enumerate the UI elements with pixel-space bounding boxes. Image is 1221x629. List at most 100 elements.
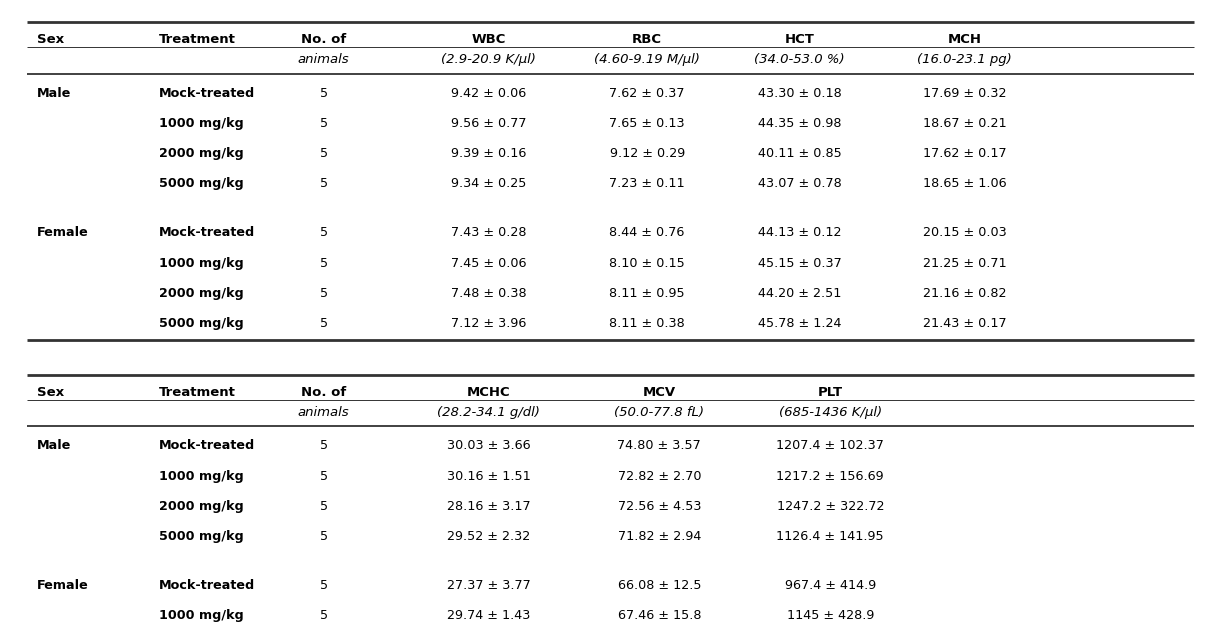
- Text: 44.35 ± 0.98: 44.35 ± 0.98: [758, 117, 841, 130]
- Text: 21.43 ± 0.17: 21.43 ± 0.17: [923, 317, 1006, 330]
- Text: Mock-treated: Mock-treated: [159, 579, 255, 592]
- Text: 21.25 ± 0.71: 21.25 ± 0.71: [923, 257, 1006, 270]
- Text: 74.80 ± 3.57: 74.80 ± 3.57: [618, 439, 701, 452]
- Text: 5: 5: [320, 87, 327, 100]
- Text: 7.65 ± 0.13: 7.65 ± 0.13: [609, 117, 685, 130]
- Text: (4.60-9.19 M/μl): (4.60-9.19 M/μl): [595, 53, 700, 66]
- Text: 5: 5: [320, 469, 327, 482]
- Text: Treatment: Treatment: [159, 386, 236, 399]
- Text: 1000 mg/kg: 1000 mg/kg: [159, 609, 243, 622]
- Text: 67.46 ± 15.8: 67.46 ± 15.8: [618, 609, 701, 622]
- Text: 17.69 ± 0.32: 17.69 ± 0.32: [923, 87, 1006, 100]
- Text: animals: animals: [298, 406, 349, 419]
- Text: (28.2-34.1 g/dl): (28.2-34.1 g/dl): [437, 406, 540, 419]
- Text: animals: animals: [298, 53, 349, 66]
- Text: Sex: Sex: [37, 386, 63, 399]
- Text: Mock-treated: Mock-treated: [159, 439, 255, 452]
- Text: 2000 mg/kg: 2000 mg/kg: [159, 499, 243, 513]
- Text: 8.10 ± 0.15: 8.10 ± 0.15: [609, 257, 685, 270]
- Text: 5: 5: [320, 579, 327, 592]
- Text: 40.11 ± 0.85: 40.11 ± 0.85: [758, 147, 841, 160]
- Text: WBC: WBC: [471, 33, 505, 46]
- Text: 7.45 ± 0.06: 7.45 ± 0.06: [451, 257, 526, 270]
- Text: 5: 5: [320, 117, 327, 130]
- Text: 5: 5: [320, 226, 327, 240]
- Text: 5: 5: [320, 177, 327, 191]
- Text: 5000 mg/kg: 5000 mg/kg: [159, 530, 243, 543]
- Text: 5: 5: [320, 317, 327, 330]
- Text: Mock-treated: Mock-treated: [159, 87, 255, 100]
- Text: 9.34 ± 0.25: 9.34 ± 0.25: [451, 177, 526, 191]
- Text: 2000 mg/kg: 2000 mg/kg: [159, 287, 243, 300]
- Text: 1000 mg/kg: 1000 mg/kg: [159, 257, 243, 270]
- Text: (34.0-53.0 %): (34.0-53.0 %): [755, 53, 845, 66]
- Text: (2.9-20.9 K/μl): (2.9-20.9 K/μl): [441, 53, 536, 66]
- Text: (685-1436 K/μl): (685-1436 K/μl): [779, 406, 882, 419]
- Text: 5: 5: [320, 609, 327, 622]
- Text: Male: Male: [37, 439, 71, 452]
- Text: No. of: No. of: [300, 386, 347, 399]
- Text: 1145 ± 428.9: 1145 ± 428.9: [786, 609, 874, 622]
- Text: RBC: RBC: [632, 33, 662, 46]
- Text: 8.44 ± 0.76: 8.44 ± 0.76: [609, 226, 685, 240]
- Text: Female: Female: [37, 579, 88, 592]
- Text: 44.20 ± 2.51: 44.20 ± 2.51: [758, 287, 841, 300]
- Text: 44.13 ± 0.12: 44.13 ± 0.12: [758, 226, 841, 240]
- Text: 2000 mg/kg: 2000 mg/kg: [159, 147, 243, 160]
- Text: 5: 5: [320, 530, 327, 543]
- Text: 43.07 ± 0.78: 43.07 ± 0.78: [758, 177, 841, 191]
- Text: 5: 5: [320, 257, 327, 270]
- Text: Sex: Sex: [37, 33, 63, 46]
- Text: 1126.4 ± 141.95: 1126.4 ± 141.95: [777, 530, 884, 543]
- Text: 1247.2 ± 322.72: 1247.2 ± 322.72: [777, 499, 884, 513]
- Text: 45.15 ± 0.37: 45.15 ± 0.37: [758, 257, 841, 270]
- Text: 8.11 ± 0.95: 8.11 ± 0.95: [609, 287, 685, 300]
- Text: Female: Female: [37, 226, 88, 240]
- Text: 8.11 ± 0.38: 8.11 ± 0.38: [609, 317, 685, 330]
- Text: HCT: HCT: [785, 33, 814, 46]
- Text: PLT: PLT: [818, 386, 842, 399]
- Text: 18.65 ± 1.06: 18.65 ± 1.06: [923, 177, 1006, 191]
- Text: 967.4 ± 414.9: 967.4 ± 414.9: [785, 579, 875, 592]
- Text: 9.12 ± 0.29: 9.12 ± 0.29: [609, 147, 685, 160]
- Text: 72.82 ± 2.70: 72.82 ± 2.70: [618, 469, 701, 482]
- Text: 1217.2 ± 156.69: 1217.2 ± 156.69: [777, 469, 884, 482]
- Text: Treatment: Treatment: [159, 33, 236, 46]
- Text: 45.78 ± 1.24: 45.78 ± 1.24: [758, 317, 841, 330]
- Text: 1000 mg/kg: 1000 mg/kg: [159, 117, 243, 130]
- Text: 72.56 ± 4.53: 72.56 ± 4.53: [618, 499, 701, 513]
- Text: 5: 5: [320, 287, 327, 300]
- Text: 9.39 ± 0.16: 9.39 ± 0.16: [451, 147, 526, 160]
- Text: (50.0-77.8 fL): (50.0-77.8 fL): [614, 406, 705, 419]
- Text: 7.12 ± 3.96: 7.12 ± 3.96: [451, 317, 526, 330]
- Text: 29.74 ± 1.43: 29.74 ± 1.43: [447, 609, 530, 622]
- Text: 5: 5: [320, 499, 327, 513]
- Text: No. of: No. of: [300, 33, 347, 46]
- Text: 7.48 ± 0.38: 7.48 ± 0.38: [451, 287, 526, 300]
- Text: 5000 mg/kg: 5000 mg/kg: [159, 317, 243, 330]
- Text: 9.42 ± 0.06: 9.42 ± 0.06: [451, 87, 526, 100]
- Text: 30.03 ± 3.66: 30.03 ± 3.66: [447, 439, 530, 452]
- Text: 21.16 ± 0.82: 21.16 ± 0.82: [923, 287, 1006, 300]
- Text: 43.30 ± 0.18: 43.30 ± 0.18: [758, 87, 841, 100]
- Text: 9.56 ± 0.77: 9.56 ± 0.77: [451, 117, 526, 130]
- Text: (16.0-23.1 pg): (16.0-23.1 pg): [917, 53, 1012, 66]
- Text: 29.52 ± 2.32: 29.52 ± 2.32: [447, 530, 530, 543]
- Text: 5000 mg/kg: 5000 mg/kg: [159, 177, 243, 191]
- Text: 20.15 ± 0.03: 20.15 ± 0.03: [923, 226, 1006, 240]
- Text: 28.16 ± 3.17: 28.16 ± 3.17: [447, 499, 530, 513]
- Text: 17.62 ± 0.17: 17.62 ± 0.17: [923, 147, 1006, 160]
- Text: Male: Male: [37, 87, 71, 100]
- Text: 5: 5: [320, 439, 327, 452]
- Text: 71.82 ± 2.94: 71.82 ± 2.94: [618, 530, 701, 543]
- Text: 18.67 ± 0.21: 18.67 ± 0.21: [923, 117, 1006, 130]
- Text: 27.37 ± 3.77: 27.37 ± 3.77: [447, 579, 530, 592]
- Text: 7.43 ± 0.28: 7.43 ± 0.28: [451, 226, 526, 240]
- Text: 7.23 ± 0.11: 7.23 ± 0.11: [609, 177, 685, 191]
- Text: 1000 mg/kg: 1000 mg/kg: [159, 469, 243, 482]
- Text: MCH: MCH: [947, 33, 982, 46]
- Text: 7.62 ± 0.37: 7.62 ± 0.37: [609, 87, 685, 100]
- Text: MCHC: MCHC: [466, 386, 510, 399]
- Text: MCV: MCV: [642, 386, 676, 399]
- Text: 66.08 ± 12.5: 66.08 ± 12.5: [618, 579, 701, 592]
